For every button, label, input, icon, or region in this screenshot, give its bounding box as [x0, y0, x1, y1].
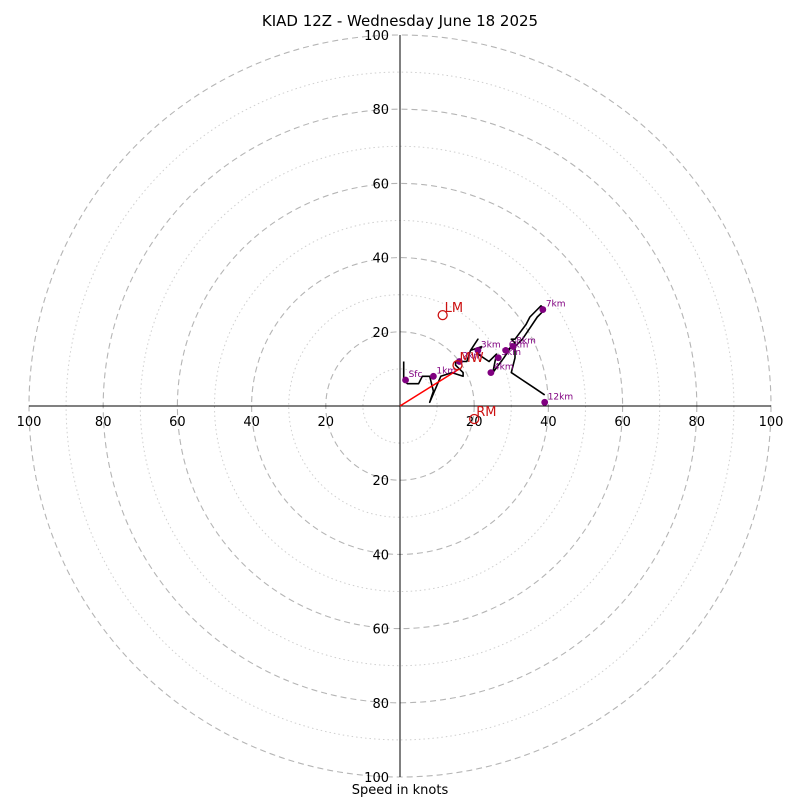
height-label-7km: 7km — [546, 300, 566, 310]
height-label-3km: 3km — [481, 340, 501, 350]
y-tick-label: 40 — [372, 548, 389, 563]
height-marker-1km — [429, 372, 437, 380]
storm-marker-rm — [469, 413, 480, 425]
height-marker-8km — [509, 343, 517, 351]
x-tick-label: 80 — [689, 415, 706, 430]
storm-label-lm: LM — [445, 301, 463, 316]
y-tick-label: 40 — [372, 252, 389, 267]
height-marker-7km — [539, 306, 547, 313]
storm-marker-mw — [452, 360, 463, 371]
x-tick-label: 20 — [318, 415, 335, 430]
y-tick-label: 60 — [372, 623, 389, 638]
y-tick-label: 20 — [372, 474, 389, 489]
height-label-5km: 5km — [501, 348, 521, 358]
x-tick-label: 60 — [169, 415, 186, 430]
storm-marker-lm — [437, 309, 448, 321]
height-marker-sfc — [402, 376, 409, 384]
y-tick-label: 100 — [364, 771, 389, 786]
x-tick-label: 40 — [243, 415, 260, 430]
y-tick-label: 80 — [372, 697, 389, 712]
height-label-8km: 8km — [516, 337, 536, 347]
x-axis-label: Speed in knots — [351, 783, 449, 798]
storm-label-mw: MW — [460, 351, 484, 366]
height-label-2km: 2km — [462, 351, 482, 361]
x-tick-label: 60 — [614, 415, 631, 430]
x-tick-label: 100 — [759, 415, 784, 430]
y-tick-label: 80 — [372, 103, 389, 118]
chart-title: KIAD 12Z - Wednesday June 18 2025 — [261, 12, 539, 30]
y-tick-label: 100 — [364, 29, 389, 44]
y-tick-label: 60 — [372, 177, 389, 192]
height-label-sfc: Sfc — [409, 370, 423, 380]
storm-label-rm: RM — [476, 405, 496, 420]
x-tick-label: 100 — [17, 415, 42, 430]
x-tick-label: 80 — [95, 415, 112, 430]
storm-motion-vector — [399, 368, 460, 407]
height-label-12km: 12km — [548, 392, 573, 402]
height-label-4km: 4km — [494, 363, 514, 373]
height-label-6km: 6km — [509, 340, 529, 350]
height-marker-6km — [502, 346, 510, 354]
height-marker-12km — [541, 398, 549, 406]
height-marker-3km — [474, 346, 482, 354]
height-marker-5km — [494, 354, 502, 362]
y-tick-label: 20 — [372, 326, 389, 341]
height-marker-4km — [487, 369, 495, 377]
hodograph-trace — [402, 304, 546, 404]
x-tick-label: 40 — [540, 415, 557, 430]
height-label-1km: 1km — [436, 366, 456, 376]
